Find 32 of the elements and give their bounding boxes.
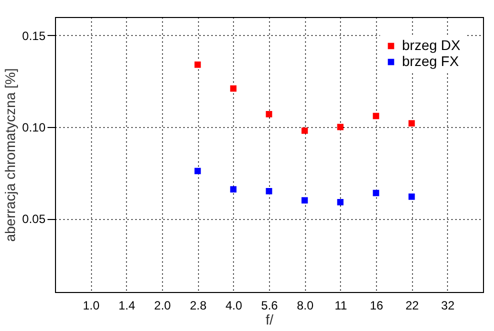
point: [408, 120, 415, 126]
x-tick-label: 8.0: [296, 298, 314, 312]
point: [302, 128, 308, 134]
x-tick-label: 22: [405, 298, 420, 312]
point: [230, 186, 236, 192]
point: [372, 190, 380, 196]
y-tick-label: 0.15: [22, 28, 46, 43]
y-tick-label: 0.10: [22, 120, 46, 134]
x-tick-label: 5.6: [261, 298, 278, 312]
y-axis-title: aberracja chromatyczna [%]: [2, 68, 18, 242]
x-tick-label: 2.8: [190, 298, 207, 312]
legend-label: brzeg DX: [402, 37, 462, 53]
y-tick-label: 0.05: [22, 212, 46, 226]
x-tick-label: 1.4: [118, 298, 136, 312]
point: [302, 197, 308, 204]
x-tick-label: 2.0: [154, 298, 172, 312]
point: [337, 199, 344, 206]
x-tick-label: 4.0: [225, 298, 242, 312]
legend-label: brzeg FX: [402, 53, 460, 69]
point: [194, 62, 201, 68]
point: [266, 188, 272, 194]
x-tick-label: 32: [441, 298, 455, 312]
x-tick-label: 11: [334, 298, 348, 312]
point: [230, 85, 236, 92]
point: [266, 111, 272, 118]
x-tick-label: 1.0: [82, 298, 100, 312]
point: [408, 194, 415, 200]
point: [372, 112, 380, 120]
point: [337, 124, 344, 130]
x-axis-title: f/: [266, 312, 274, 328]
point: [194, 168, 201, 174]
x-tick-label: 16: [370, 298, 384, 312]
